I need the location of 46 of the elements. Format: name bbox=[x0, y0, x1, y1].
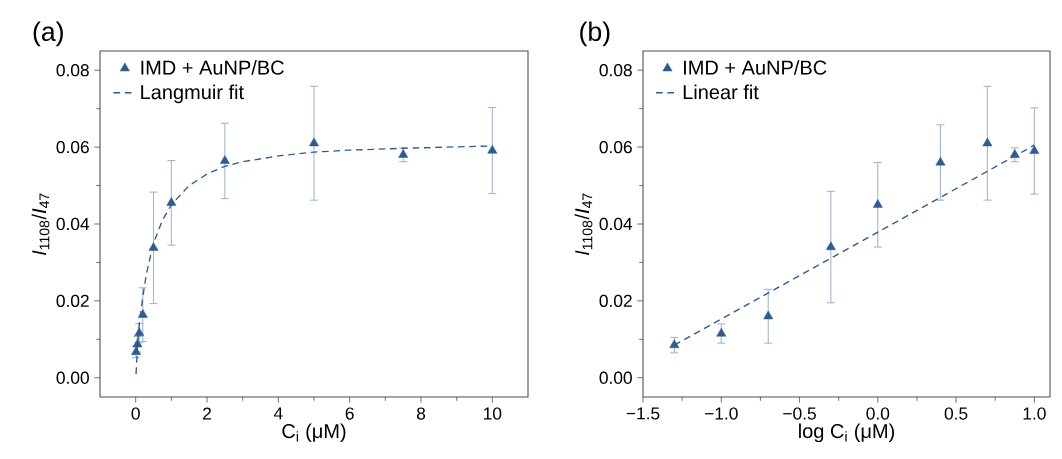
y-tick-label: 0.08 bbox=[56, 64, 89, 77]
y-tick-label: 0.08 bbox=[599, 64, 632, 77]
point bbox=[935, 156, 946, 166]
y-tick-label: 0.02 bbox=[56, 294, 89, 308]
x-tick-label: 8 bbox=[416, 407, 426, 420]
point bbox=[309, 137, 319, 147]
x-tick-label: −1.0 bbox=[705, 407, 738, 420]
x-tick-label: 2 bbox=[203, 407, 211, 420]
x-tick-label: 10 bbox=[484, 407, 502, 420]
x-tick-label: 6 bbox=[345, 407, 354, 420]
point bbox=[487, 144, 498, 154]
point bbox=[1029, 145, 1040, 154]
point bbox=[134, 327, 145, 337]
x-tick-label: 1.0 bbox=[1023, 407, 1046, 420]
x-tick-label: 0 bbox=[131, 407, 140, 420]
legend-label: Linear fit bbox=[683, 84, 759, 100]
y-tick-label: 0.02 bbox=[599, 294, 632, 308]
point bbox=[166, 197, 177, 206]
y-tick-label: 0.00 bbox=[599, 371, 632, 384]
x-tick-label: 0.5 bbox=[944, 407, 968, 420]
point bbox=[137, 309, 148, 318]
y-tick-label: 0.06 bbox=[56, 140, 89, 154]
legend-label: IMD + AuNP/BC bbox=[141, 60, 284, 75]
chart-title: (b) bbox=[580, 21, 610, 47]
chart-title: (a) bbox=[33, 21, 63, 47]
point bbox=[148, 242, 159, 251]
x-axis-title: log C$_{i}$ (μM) bbox=[799, 423, 895, 443]
y-tick-label: 0.06 bbox=[599, 140, 632, 154]
x-tick-label: 4 bbox=[273, 407, 283, 420]
x-tick-label: 0.0 bbox=[866, 407, 890, 420]
point bbox=[219, 155, 230, 164]
x-tick-label: −0.5 bbox=[783, 407, 816, 420]
point bbox=[763, 310, 774, 320]
legend-label: Langmuir fit bbox=[141, 84, 244, 104]
x-tick-label: −1.5 bbox=[626, 407, 660, 420]
point bbox=[872, 199, 883, 208]
y-tick-label: 0.00 bbox=[56, 371, 89, 384]
y-axis-title: I$_{1108}$/I$_{47}$ bbox=[31, 193, 50, 256]
point bbox=[716, 327, 727, 337]
y-axis-title: I$_{1108}$/I$_{47}$ bbox=[574, 193, 593, 256]
y-tick-label: 0.04 bbox=[56, 217, 90, 231]
y-tick-label: 0.04 bbox=[599, 217, 633, 231]
point bbox=[825, 241, 836, 250]
x-axis-title: C$_{i}$ (μM) bbox=[282, 423, 346, 443]
legend-label: IMD + AuNP/BC bbox=[684, 60, 827, 75]
point bbox=[982, 137, 993, 147]
